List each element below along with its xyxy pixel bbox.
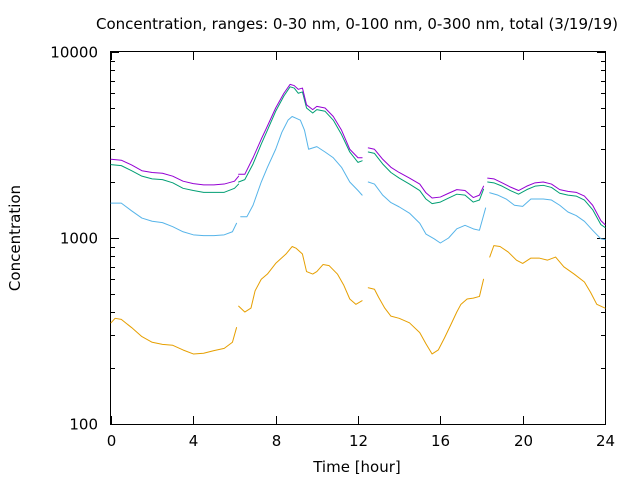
series-layer: [110, 83, 606, 355]
series-line-segment: [367, 181, 487, 244]
y-axis-ticks: 100 1000 10000: [50, 44, 605, 434]
series-line-segment: [367, 278, 485, 355]
series-line-segment: [489, 245, 606, 309]
chart-title: Concentration, ranges: 0-30 nm, 0-100 nm…: [96, 15, 618, 33]
series-line-segment: [110, 202, 238, 237]
series-line-segment: [367, 147, 485, 199]
y-tick-label: 100: [69, 416, 98, 434]
series-line-segment: [240, 116, 363, 218]
series-line-segment: [487, 177, 606, 226]
series-line-segment: [238, 83, 363, 175]
series-line-segment: [110, 158, 240, 186]
series-line-segment: [238, 86, 363, 183]
series-4: [110, 83, 606, 226]
x-tick-label: 4: [189, 432, 199, 450]
x-axis-label: Time [hour]: [312, 458, 401, 476]
series-line-segment: [110, 317, 238, 355]
y-tick-label: 1000: [60, 230, 98, 248]
x-tick-label: 16: [431, 432, 450, 450]
series-line-segment: [367, 151, 485, 205]
series-line-segment: [487, 181, 606, 228]
x-tick-label: 24: [596, 432, 615, 450]
y-tick-label: 10000: [50, 44, 98, 62]
series-2: [110, 116, 606, 244]
y-axis-label: Concentration: [6, 185, 24, 291]
series-1: [110, 245, 606, 355]
x-tick-label: 8: [272, 432, 282, 450]
x-tick-label: 12: [349, 432, 368, 450]
series-line-segment: [110, 164, 240, 193]
x-axis-ticks: 0 4 8 12 16 20 24: [107, 52, 615, 450]
series-line-segment: [489, 192, 606, 241]
x-tick-label: 0: [107, 432, 117, 450]
series-line-segment: [238, 246, 363, 313]
x-tick-label: 20: [514, 432, 533, 450]
plot-frame: [110, 51, 606, 425]
series-3: [110, 86, 606, 228]
